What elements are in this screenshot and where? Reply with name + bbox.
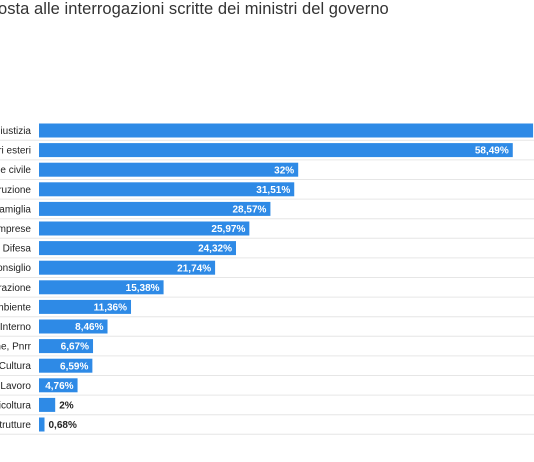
bar[interactable]	[39, 143, 513, 158]
category-label: Lavoro	[0, 381, 31, 392]
data-label: 28,57%	[232, 205, 266, 216]
data-label: 32%	[274, 165, 294, 176]
category-label: Interno	[0, 322, 31, 333]
data-label: 4,76%	[45, 381, 73, 392]
bar[interactable]	[39, 280, 164, 295]
category-label: Giustizia	[0, 126, 31, 137]
bar[interactable]	[39, 123, 534, 138]
bar[interactable]	[39, 299, 132, 314]
bar[interactable]	[39, 241, 236, 256]
category-label: Cultura	[0, 361, 31, 372]
data-label: 24,32%	[198, 244, 232, 255]
category-label: ari esteri	[0, 146, 31, 157]
bar[interactable]	[39, 378, 78, 393]
data-label: 6,59%	[60, 361, 88, 372]
bar[interactable]	[39, 339, 94, 354]
bar[interactable]	[39, 417, 45, 432]
bar[interactable]	[39, 182, 295, 197]
category-label: consiglio	[0, 263, 31, 274]
data-label: 25,97%	[211, 224, 245, 235]
chart-title: osta alle interrogazioni scritte dei min…	[0, 0, 389, 18]
category-label: one civile	[0, 165, 31, 176]
data-label: 21,74%	[177, 263, 211, 274]
category-label: Difesa	[3, 244, 32, 255]
data-label: 31,51%	[256, 185, 290, 196]
category-label: one, Pnrr	[0, 342, 32, 353]
category-label: mbiente	[0, 302, 31, 313]
bar[interactable]	[39, 221, 250, 236]
data-label: 8,46%	[75, 322, 103, 333]
data-label: 58,49%	[475, 146, 509, 157]
data-label: 15,38%	[126, 283, 160, 294]
data-label: 2%	[59, 401, 74, 412]
data-label: 6,67%	[61, 342, 89, 353]
bar[interactable]	[39, 201, 271, 216]
bar[interactable]	[39, 397, 56, 412]
category-label: strazione	[0, 283, 31, 294]
bar[interactable]	[39, 319, 108, 334]
category-label: strutture	[0, 420, 31, 431]
bar[interactable]	[39, 358, 93, 373]
category-label: Imprese	[0, 224, 31, 235]
bar[interactable]	[39, 260, 216, 275]
category-label: struzione	[0, 185, 31, 196]
data-label: 0,68%	[49, 420, 77, 431]
category-label: ricoltura	[0, 400, 31, 411]
category-label: Famiglia	[0, 204, 31, 215]
bar[interactable]	[39, 162, 299, 177]
data-label: 11,36%	[94, 303, 127, 314]
